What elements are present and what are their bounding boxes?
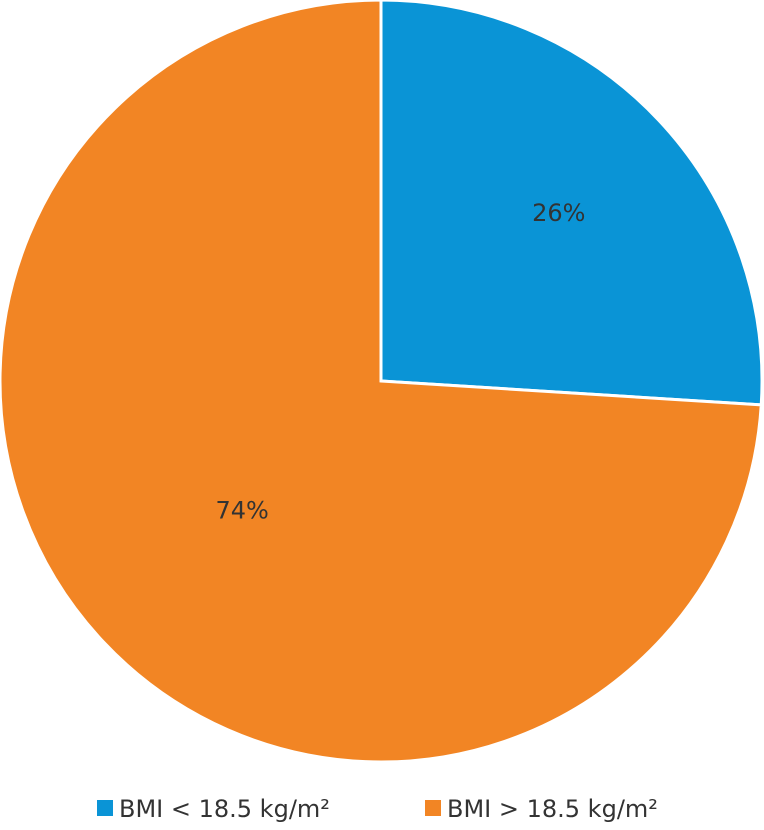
legend-swatch (425, 800, 441, 816)
slice-label: 74% (215, 496, 268, 524)
pie-slice (379, 0, 764, 407)
legend-label: BMI > 18.5 kg/m² (447, 795, 658, 823)
legend-swatch (97, 800, 113, 816)
legend-label: BMI < 18.5 kg/m² (119, 795, 330, 823)
slice-label: 26% (532, 199, 585, 227)
pie-slice (0, 0, 763, 764)
